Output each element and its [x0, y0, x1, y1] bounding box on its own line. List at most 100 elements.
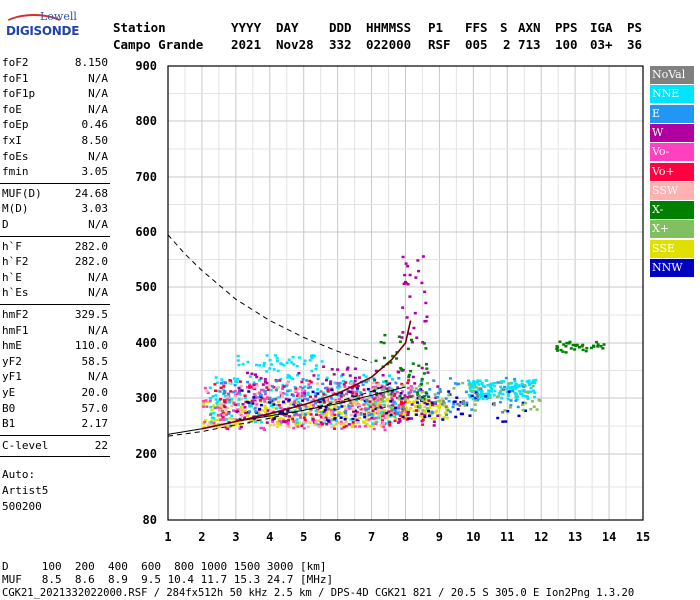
- data-point: [417, 403, 421, 406]
- header-value: 022000: [366, 37, 412, 52]
- data-point: [455, 396, 459, 399]
- data-point: [214, 398, 218, 401]
- data-point: [206, 391, 210, 395]
- data-point: [466, 379, 470, 382]
- data-point: [342, 383, 346, 386]
- data-point: [448, 377, 452, 380]
- data-point: [351, 394, 355, 398]
- data-point: [404, 262, 408, 265]
- data-point: [367, 418, 371, 421]
- data-point: [285, 361, 289, 365]
- data-point: [353, 409, 357, 413]
- data-point: [485, 397, 489, 401]
- data-point: [471, 389, 475, 393]
- data-point: [247, 413, 251, 416]
- data-point: [361, 383, 365, 387]
- data-point: [297, 387, 301, 390]
- data-point: [506, 385, 510, 388]
- data-point: [322, 365, 326, 368]
- data-point: [403, 417, 407, 420]
- data-point: [500, 396, 504, 400]
- data-point: [472, 395, 476, 399]
- data-point: [241, 362, 245, 366]
- data-point: [462, 399, 466, 403]
- data-point: [309, 395, 313, 399]
- data-point: [407, 379, 411, 382]
- data-point: [331, 400, 335, 404]
- data-point: [334, 400, 338, 403]
- data-point: [509, 399, 513, 402]
- data-point: [533, 395, 537, 399]
- data-point: [362, 373, 366, 377]
- data-point: [371, 381, 375, 385]
- data-point: [213, 383, 217, 386]
- data-point: [227, 398, 231, 402]
- data-point: [453, 400, 457, 403]
- data-point: [276, 425, 280, 428]
- data-point: [275, 414, 279, 417]
- data-point: [357, 376, 361, 379]
- data-point: [403, 394, 407, 397]
- data-point: [342, 422, 346, 425]
- param-value: 24.68: [74, 186, 108, 200]
- data-point: [320, 400, 324, 403]
- data-point: [502, 388, 506, 392]
- data-point: [470, 408, 474, 411]
- data-point: [298, 395, 302, 398]
- data-point: [343, 398, 347, 402]
- data-point: [446, 409, 450, 412]
- param-name: hmE: [2, 339, 22, 353]
- data-point: [409, 406, 413, 410]
- data-point: [278, 379, 282, 382]
- data-point: [314, 395, 318, 398]
- data-point: [265, 354, 269, 357]
- data-point: [263, 428, 267, 432]
- data-point: [311, 418, 315, 421]
- data-point: [387, 410, 391, 413]
- data-point: [488, 396, 492, 400]
- data-point: [251, 402, 255, 405]
- data-point: [423, 401, 427, 405]
- param-value: 110.0: [74, 339, 108, 353]
- x-tick-label: 14: [602, 530, 616, 544]
- data-point: [400, 413, 404, 417]
- data-point: [372, 401, 376, 404]
- data-point: [282, 364, 286, 367]
- data-point: [259, 394, 263, 397]
- data-point: [380, 388, 384, 392]
- data-point: [423, 290, 427, 294]
- data-point: [396, 421, 400, 424]
- logo-swoosh-icon: [2, 14, 66, 40]
- data-point: [304, 407, 308, 410]
- data-point: [401, 384, 405, 387]
- data-point: [235, 418, 239, 422]
- data-point: [248, 404, 252, 407]
- data-point: [303, 394, 307, 397]
- data-point: [341, 379, 345, 383]
- data-point: [390, 396, 394, 399]
- data-point: [302, 362, 306, 366]
- data-point: [408, 295, 412, 298]
- param-name: B1: [2, 417, 16, 431]
- data-point: [400, 368, 404, 371]
- data-point: [275, 359, 279, 363]
- data-point: [239, 408, 243, 411]
- data-point: [415, 391, 419, 394]
- data-point: [286, 389, 290, 393]
- data-point: [364, 401, 368, 405]
- data-point: [521, 408, 525, 412]
- header-value: RSF: [428, 37, 451, 52]
- data-point: [237, 422, 241, 425]
- data-point: [238, 380, 242, 383]
- data-point: [221, 388, 225, 391]
- data-point: [297, 356, 301, 359]
- data-point: [371, 406, 375, 410]
- data-point: [474, 391, 478, 394]
- data-point: [273, 354, 277, 357]
- data-point: [276, 369, 280, 373]
- data-point: [378, 411, 382, 415]
- data-point: [262, 426, 266, 430]
- data-point: [309, 413, 313, 416]
- data-point: [353, 394, 357, 398]
- data-point: [473, 399, 477, 402]
